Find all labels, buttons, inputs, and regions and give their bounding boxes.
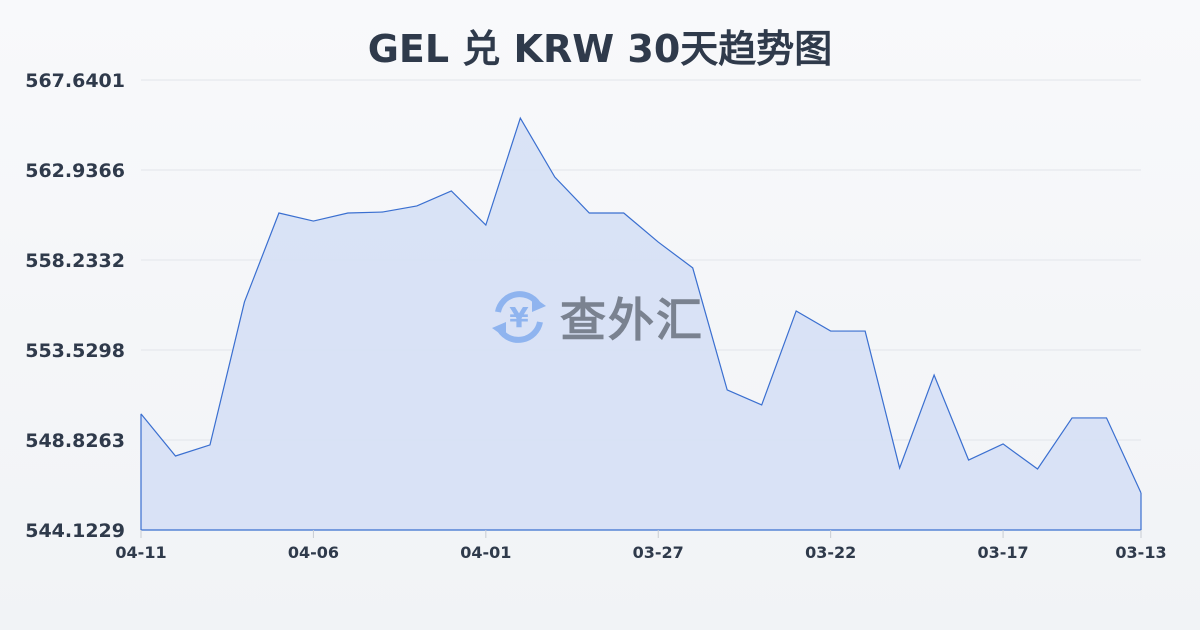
yen-exchange-icon: ¥ xyxy=(492,291,546,343)
svg-text:¥: ¥ xyxy=(509,301,529,334)
y-tick-label: 553.5298 xyxy=(25,340,125,362)
watermark-text: 查外汇 xyxy=(560,293,704,347)
x-tick-label: 03-13 xyxy=(1115,543,1166,562)
x-tick-label: 04-01 xyxy=(460,543,511,562)
y-tick-label: 544.1229 xyxy=(25,520,125,542)
watermark: ¥ 查外汇 xyxy=(488,284,704,350)
x-tick-label: 03-27 xyxy=(633,543,684,562)
y-tick-label: 562.9366 xyxy=(25,160,125,182)
y-tick-label: 567.6401 xyxy=(25,70,125,92)
x-tick-label: 03-17 xyxy=(977,543,1028,562)
x-tick-label: 04-11 xyxy=(115,543,166,562)
chart-title: GEL 兑 KRW 30天趋势图 xyxy=(367,27,833,71)
series-line xyxy=(140,116,1142,494)
area-fill xyxy=(141,118,1141,530)
x-tick-label: 03-22 xyxy=(805,543,856,562)
y-tick-label: 548.8263 xyxy=(25,430,125,452)
x-tick-label: 04-06 xyxy=(288,543,339,562)
y-tick-label: 558.2332 xyxy=(25,250,125,272)
